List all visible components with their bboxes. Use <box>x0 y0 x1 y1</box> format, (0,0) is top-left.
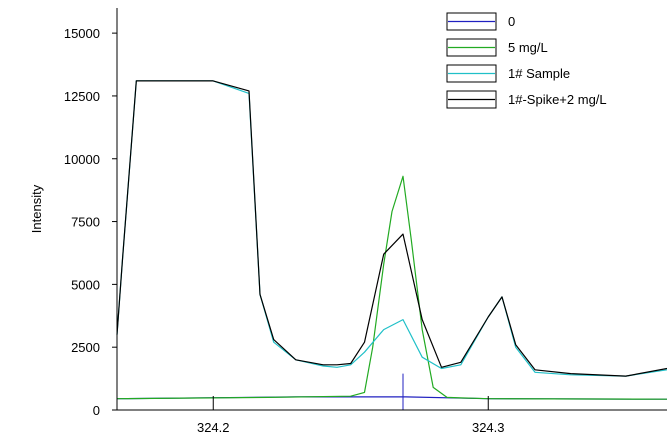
y-tick-label: 12500 <box>64 89 100 104</box>
x-tick-label: 324.2 <box>197 420 230 435</box>
y-tick-label: 15000 <box>64 26 100 41</box>
y-axis-title: Intensity <box>29 184 44 233</box>
legend-label-3: 1#-Spike+2 mg/L <box>508 92 607 107</box>
legend-label-0: 0 <box>508 14 515 29</box>
series-layer <box>116 80 667 400</box>
legend-label-1: 5 mg/L <box>508 40 548 55</box>
y-tick-label: 2500 <box>71 340 100 355</box>
y-tick-label: 5000 <box>71 277 100 292</box>
legend-label-2: 1# Sample <box>508 66 570 81</box>
x-tick-label: 324.3 <box>472 420 505 435</box>
series-line-1 <box>116 175 667 400</box>
legend: 0 5 mg/L 1# Sample 1#-Spike+2 mg/L <box>431 5 667 135</box>
y-ticks: 0 2500 5000 7500 10000 12500 15000 <box>64 26 117 418</box>
x-ticks: 324.2 324.3 <box>197 396 505 435</box>
y-tick-label: 7500 <box>71 215 100 230</box>
y-tick-label: 0 <box>93 403 100 418</box>
y-tick-label: 10000 <box>64 152 100 167</box>
series-line-3 <box>116 80 667 377</box>
